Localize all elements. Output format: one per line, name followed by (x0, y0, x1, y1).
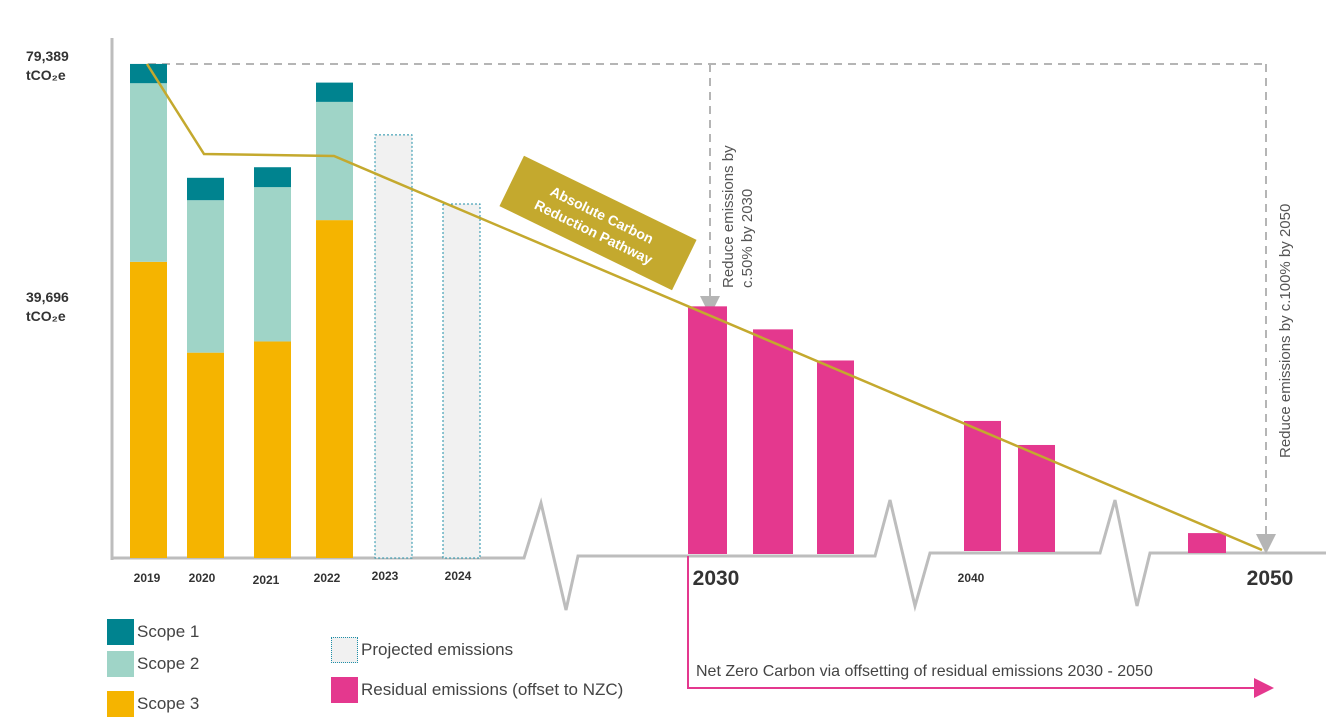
x-label-2050: 2050 (1247, 567, 1294, 590)
legend-scope2: Scope 2 (107, 651, 199, 677)
y-mid-unit: tCO₂e (26, 308, 66, 324)
bar-2021-scope1 (254, 167, 291, 188)
bar-2022-scope3 (316, 220, 353, 558)
bar-2020-scope2 (187, 200, 224, 353)
bar-2019-scope2 (130, 83, 167, 262)
x-axis-line (112, 497, 1326, 612)
y-top-value: 79,389 (26, 48, 69, 64)
bar-2022-scope1 (316, 82, 353, 102)
bar-2020-scope1 (187, 177, 224, 201)
x-label-2040: 2040 (958, 571, 985, 585)
bar-2021-scope2 (254, 187, 291, 342)
bar-residual-4 (964, 420, 1001, 551)
bar-2019-scope1 (130, 63, 167, 84)
legend-residual: Residual emissions (offset to NZC) (331, 677, 623, 703)
bar-2020-scope3 (187, 352, 224, 558)
projected-bars (374, 134, 481, 559)
legend-swatch-scope3 (107, 691, 134, 717)
bar-residual-1 (688, 306, 727, 554)
x-axis-labels: 2019 2020 2021 2022 2023 2024 2040 2030 2050 (134, 567, 1294, 590)
legend-swatch-projected (331, 637, 358, 663)
legend-swatch-scope2 (107, 651, 134, 677)
pathway-label: Absolute Carbon Reduction Pathway (499, 155, 697, 291)
bar-residual-2 (753, 329, 793, 554)
y-top-unit: tCO₂e (26, 67, 66, 83)
bar-2021-scope3 (254, 341, 291, 558)
x-label-2023: 2023 (372, 569, 399, 583)
legend-scope3: Scope 3 (107, 691, 199, 717)
x-label-2030: 2030 (693, 567, 740, 590)
bar-residual-3 (817, 360, 854, 554)
legend-projected: Projected emissions (331, 637, 513, 663)
y-top-label: 79,389 tCO₂e (26, 47, 69, 85)
net-zero-arrow (687, 556, 1274, 698)
bar-residual-5 (1018, 444, 1055, 552)
target-2050-text: Reduce emissions by c.100% by 2050 (1277, 204, 1294, 458)
residual-bars (688, 306, 1226, 554)
bar-projected-2023 (374, 134, 413, 559)
target-2030-text-2: c.50% by 2030 (739, 189, 756, 288)
legend-label-scope2: Scope 2 (137, 654, 200, 673)
x-label-2020: 2020 (189, 571, 216, 585)
reduction-pathway-line (145, 63, 1263, 552)
bar-projected-2024 (442, 203, 481, 559)
bar-2019-scope3 (130, 261, 167, 558)
bar-residual-6 (1188, 533, 1226, 553)
legend-swatch-scope1 (107, 619, 134, 645)
y-mid-value: 39,696 (26, 289, 69, 305)
legend-label-projected: Projected emissions (361, 640, 514, 659)
net-zero-text: Net Zero Carbon via offsetting of residu… (696, 663, 1153, 680)
legend-swatch-residual (331, 677, 358, 703)
historical-bars (130, 63, 353, 558)
target-2030-text-1: Reduce emissions by (720, 145, 737, 288)
x-label-2021: 2021 (253, 573, 280, 587)
y-mid-label: 39,696 tCO₂e (26, 288, 69, 326)
x-label-2019: 2019 (134, 571, 161, 585)
legend-scope1: Scope 1 (107, 619, 199, 645)
legend-label-scope3: Scope 3 (137, 694, 200, 713)
legend-label-residual: Residual emissions (offset to NZC) (361, 680, 624, 699)
legend-label-scope1: Scope 1 (137, 622, 200, 641)
x-label-2024: 2024 (445, 569, 472, 583)
x-label-2022: 2022 (314, 571, 341, 585)
